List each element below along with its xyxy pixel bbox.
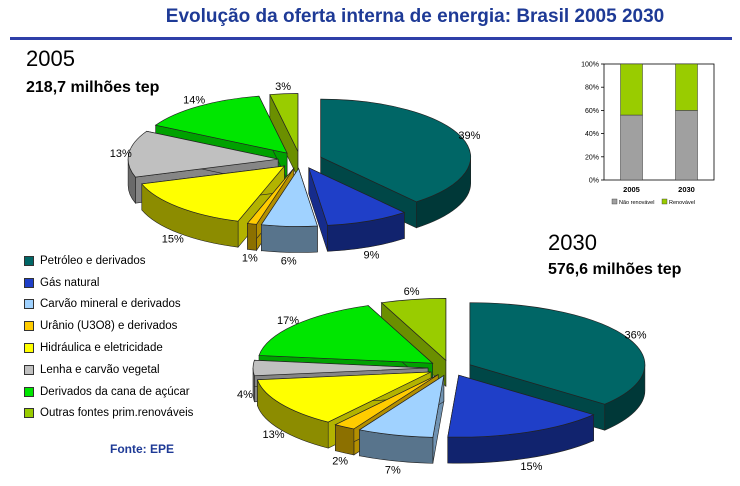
source-label: Fonte: EPE (110, 442, 175, 456)
slice-carvao-mineral-e-derivados (260, 167, 318, 227)
legend-label: Outras fontes prim.renováveis (40, 407, 194, 420)
legend-item-carvao-mineral-e-derivados: Carvão mineral e derivados (24, 294, 193, 316)
legend-label: Hidráulica e eletricidade (40, 342, 163, 355)
slice-label: 15% (162, 234, 184, 246)
slice-hidraulica-e-eletricidade (256, 371, 432, 423)
slice-label: 13% (263, 429, 285, 441)
legend-swatch (24, 364, 34, 375)
legend-item-derivados-da-cana-de-acucar: Derivados da cana de açúcar (24, 381, 193, 403)
slice-petroleo-e-derivados (469, 302, 646, 405)
slice-label: 9% (364, 249, 380, 261)
legend-swatch (24, 299, 34, 310)
slice-uranio-u3o8-e-derivados (246, 167, 295, 225)
slice-label: 2% (332, 455, 348, 467)
legend-swatch (24, 386, 34, 397)
bar-renovavel-2030 (675, 63, 698, 111)
stacked-bar-chart: 0% 20% 40% 60% 80% 100% 2005 2030 Não renovável R… (581, 62, 715, 206)
bar-legend-label: Renovável (669, 200, 695, 206)
y-tick-label: 0% (589, 178, 599, 185)
slice-label: 6% (404, 286, 420, 298)
y-tick-label: 60% (585, 108, 599, 115)
slice-side (261, 224, 318, 253)
slice-outras-fontes-prim-renovaveis (269, 93, 299, 152)
slice-derivados-da-cana-de-acucar (258, 305, 434, 364)
slice-lenha-e-carvao-vegetal (252, 359, 429, 377)
x-tick-label: 2005 (623, 185, 640, 194)
legend-item-outras-fontes-prim-renovaveis: Outras fontes prim.renováveis (24, 403, 193, 425)
legend-item-gas-natural: Gás natural (24, 272, 193, 294)
legend-item-hidraulica-e-eletricidade: Hidráulica e eletricidade (24, 337, 193, 359)
legend-label: Gás natural (40, 276, 100, 289)
legend-item-uranio-u3o8-e-derivados: Urânio (U3O8) e derivados (24, 315, 193, 337)
slice-label: 6% (281, 255, 297, 267)
slice-petroleo-e-derivados (320, 98, 472, 203)
pie-2030: 36% 15% 7% 2% 13% 4% 17% 6% (237, 286, 647, 476)
pie-2005: 39% 9% 6% 1% 15% 13% 14% 3% (110, 81, 481, 268)
slice-label: 1% (242, 253, 258, 265)
slice-side (247, 222, 257, 251)
y-tick-label: 20% (585, 154, 599, 161)
slice-label: 4% (237, 389, 253, 401)
slice-uranio-u3o8-e-derivados (334, 374, 439, 430)
year-2005-label: 2005 (26, 46, 75, 71)
legend-label: Urânio (U3O8) e derivados (40, 320, 178, 333)
legend-label: Carvão mineral e derivados (40, 298, 181, 311)
slice-lenha-e-carvao-vegetal (127, 130, 279, 178)
legend: Petróleo e derivados Gás natural Carvão mi… (24, 250, 193, 424)
page-title: Evolução da oferta interna de energia: B… (165, 6, 665, 27)
legend-swatch (24, 408, 34, 419)
slice-label: 15% (520, 461, 542, 473)
legend-label: Petróleo e derivados (40, 254, 146, 267)
slice-derivados-da-cana-de-acucar (154, 95, 288, 154)
bar-legend-swatch (611, 198, 618, 205)
y-tick-label: 80% (585, 85, 599, 92)
legend-swatch (24, 255, 34, 266)
x-tick-label: 2030 (678, 185, 695, 194)
legend-swatch (24, 321, 34, 332)
slice-hidraulica-e-eletricidade (141, 165, 286, 222)
bar-renovavel-2005 (620, 63, 643, 116)
slice-gas-natural (447, 374, 595, 438)
slice-outras-fontes-prim-renovaveis (380, 297, 447, 362)
slice-gas-natural (308, 167, 406, 226)
slice-carvao-mineral-e-derivados (358, 374, 445, 438)
slice-label: 13% (110, 148, 132, 160)
title-divider (10, 37, 732, 40)
legend-swatch (24, 277, 34, 288)
slice-label: 3% (275, 81, 291, 93)
bar-nao-renovavel-2030 (675, 110, 698, 181)
slice-label: 14% (183, 95, 205, 107)
legend-item-petroleo-e-derivados: Petróleo e derivados (24, 250, 193, 272)
y-tick-label: 40% (585, 131, 599, 138)
slice-label: 7% (385, 464, 401, 476)
legend-item-lenha-e-carvao-vegetal: Lenha e carvão vegetal (24, 359, 193, 381)
year-2030-label: 2030 (548, 230, 597, 255)
slice-label: 36% (624, 330, 646, 342)
legend-label: Lenha e carvão vegetal (40, 363, 160, 376)
total-2030-label: 576,6 milhões tep (548, 261, 682, 278)
legend-swatch (24, 343, 34, 354)
bar-legend-label: Não renovável (619, 200, 654, 206)
bar-legend-swatch (661, 198, 668, 205)
slice-label: 39% (458, 130, 480, 142)
slice-label: 17% (277, 315, 299, 327)
bar-nao-renovavel-2005 (620, 114, 643, 181)
total-2005-label: 218,7 milhões tep (26, 79, 160, 96)
y-tick-label: 100% (581, 62, 599, 69)
slice-side (335, 424, 355, 456)
legend-label: Derivados da cana de açúcar (40, 385, 190, 398)
